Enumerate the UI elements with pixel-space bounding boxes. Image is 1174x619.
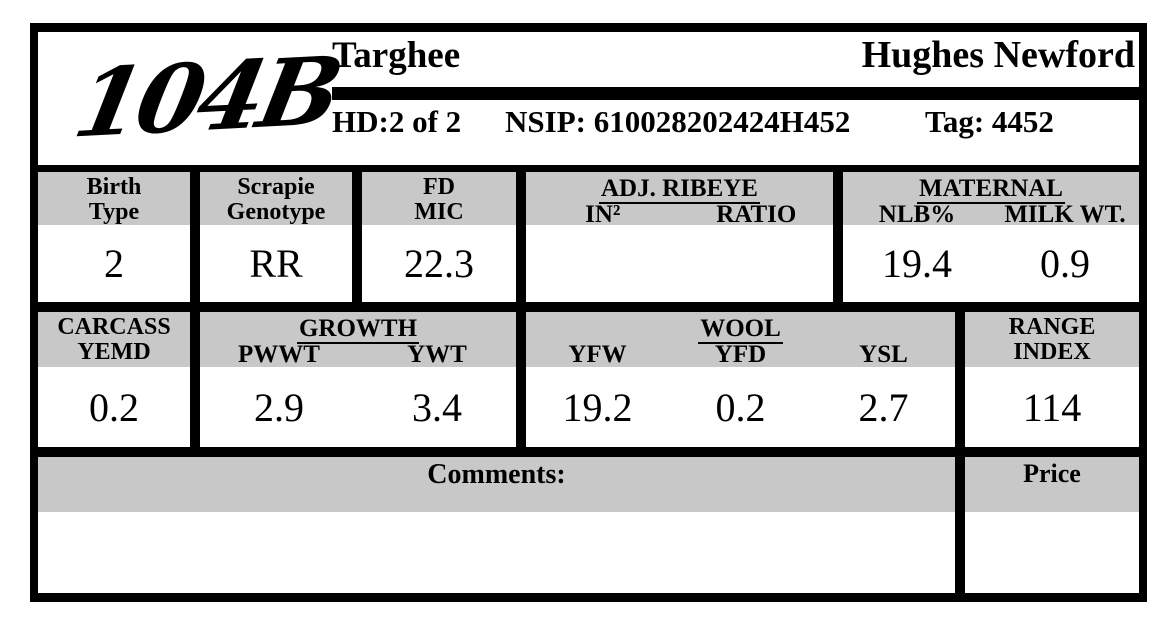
tag-number: Tag: 4452 [925,104,1054,139]
header-divider-rule [332,87,1139,100]
comments-label: Comments: [427,459,566,490]
breed-name: Targhee [332,35,461,76]
fd-mic-header: FD MIC [362,172,516,225]
cell-growth: GROWTH PWWT YWT 2.9 3.4 [200,312,516,447]
maternal-milkwt-value: 0.9 [1040,241,1090,286]
growth-ywt-label: YWT [407,341,467,368]
range-index-value: 114 [1022,384,1082,430]
growth-pwwt-label: PWWT [238,341,320,368]
carcass-header: CARCASS YEMD [38,312,190,367]
cell-range-index: RANGE INDEX 114 [965,312,1139,447]
nsip-number: NSIP: 610028202424H452 [505,104,851,139]
cell-birth-type: Birth Type 2 [38,172,190,302]
cell-adj-ribeye: ADJ. RIBEYE IN² RATIO [526,172,833,302]
birth-type-value: 2 [104,241,124,286]
adj-ribeye-header: ADJ. RIBEYE IN² RATIO [526,172,833,228]
cell-carcass-yemd: CARCASS YEMD 0.2 [38,312,190,447]
head-count: HD:2 of 2 [332,104,462,139]
cell-scrapie-genotype: Scrapie Genotype RR [200,172,352,302]
wool-ysl-value: 2.7 [858,384,909,430]
price-label: Price [1023,459,1081,488]
adj-ribeye-title: ADJ. RIBEYE [599,175,760,204]
maternal-title: MATERNAL [917,175,1065,204]
cell-maternal: MATERNAL NLB% MILK WT. 19.4 0.9 [843,172,1139,302]
wool-yfd-value: 0.2 [715,384,766,430]
adj-ribeye-ratio-label: RATIO [716,201,797,228]
scrapie-label: Scrapie Genotype [226,174,326,225]
wool-yfw-value: 19.2 [562,384,633,430]
price-value-area [965,512,1139,593]
birth-type-header: Birth Type [38,172,190,225]
birth-type-label: Birth Type [86,174,142,225]
adj-ribeye-in2-label: IN² [585,201,621,228]
fd-mic-value: 22.3 [404,241,474,286]
maternal-nlb-value: 19.4 [882,241,952,286]
carcass-value: 0.2 [89,384,139,430]
growth-pwwt-value: 2.9 [254,384,304,430]
range-index-header: RANGE INDEX [965,312,1139,367]
growth-ywt-value: 3.4 [412,384,462,430]
sale-card: 104B Targhee Hughes Newford HD:2 of 2 NS… [30,23,1147,602]
wool-header: WOOL YFW YFD YSL [526,312,955,368]
cell-wool: WOOL YFW YFD YSL 19.2 0.2 2.7 [526,312,955,447]
wool-yfw-label: YFW [568,341,627,368]
header-id-line: HD:2 of 2 NSIP: 610028202424H452 Tag: 44… [332,103,1139,141]
comments-value-area [38,512,955,593]
card-header: 104B Targhee Hughes Newford HD:2 of 2 NS… [38,32,1139,165]
pen-number-logo: 104B [65,36,347,160]
wool-title: WOOL [698,315,783,344]
cell-fd-mic: FD MIC 22.3 [362,172,516,302]
range-index-label: RANGE INDEX [1008,314,1096,365]
price-header: Price [965,457,1139,512]
scrapie-value: RR [249,241,303,286]
cell-price: Price [965,457,1139,593]
comments-header: Comments: [38,457,955,512]
wool-yfd-label: YFD [714,341,767,368]
wool-ysl-label: YSL [859,341,908,368]
owner-name: Hughes Newford [861,34,1135,76]
growth-header: GROWTH PWWT YWT [200,312,516,368]
growth-title: GROWTH [296,315,420,344]
carcass-label: CARCASS YEMD [57,314,171,365]
maternal-nlb-label: NLB% [878,201,956,228]
scrapie-header: Scrapie Genotype [200,172,352,225]
fd-mic-label: FD MIC [414,174,464,225]
maternal-header: MATERNAL NLB% MILK WT. [843,172,1139,228]
maternal-milkwt-label: MILK WT. [1004,201,1126,228]
cell-comments: Comments: [38,457,955,593]
